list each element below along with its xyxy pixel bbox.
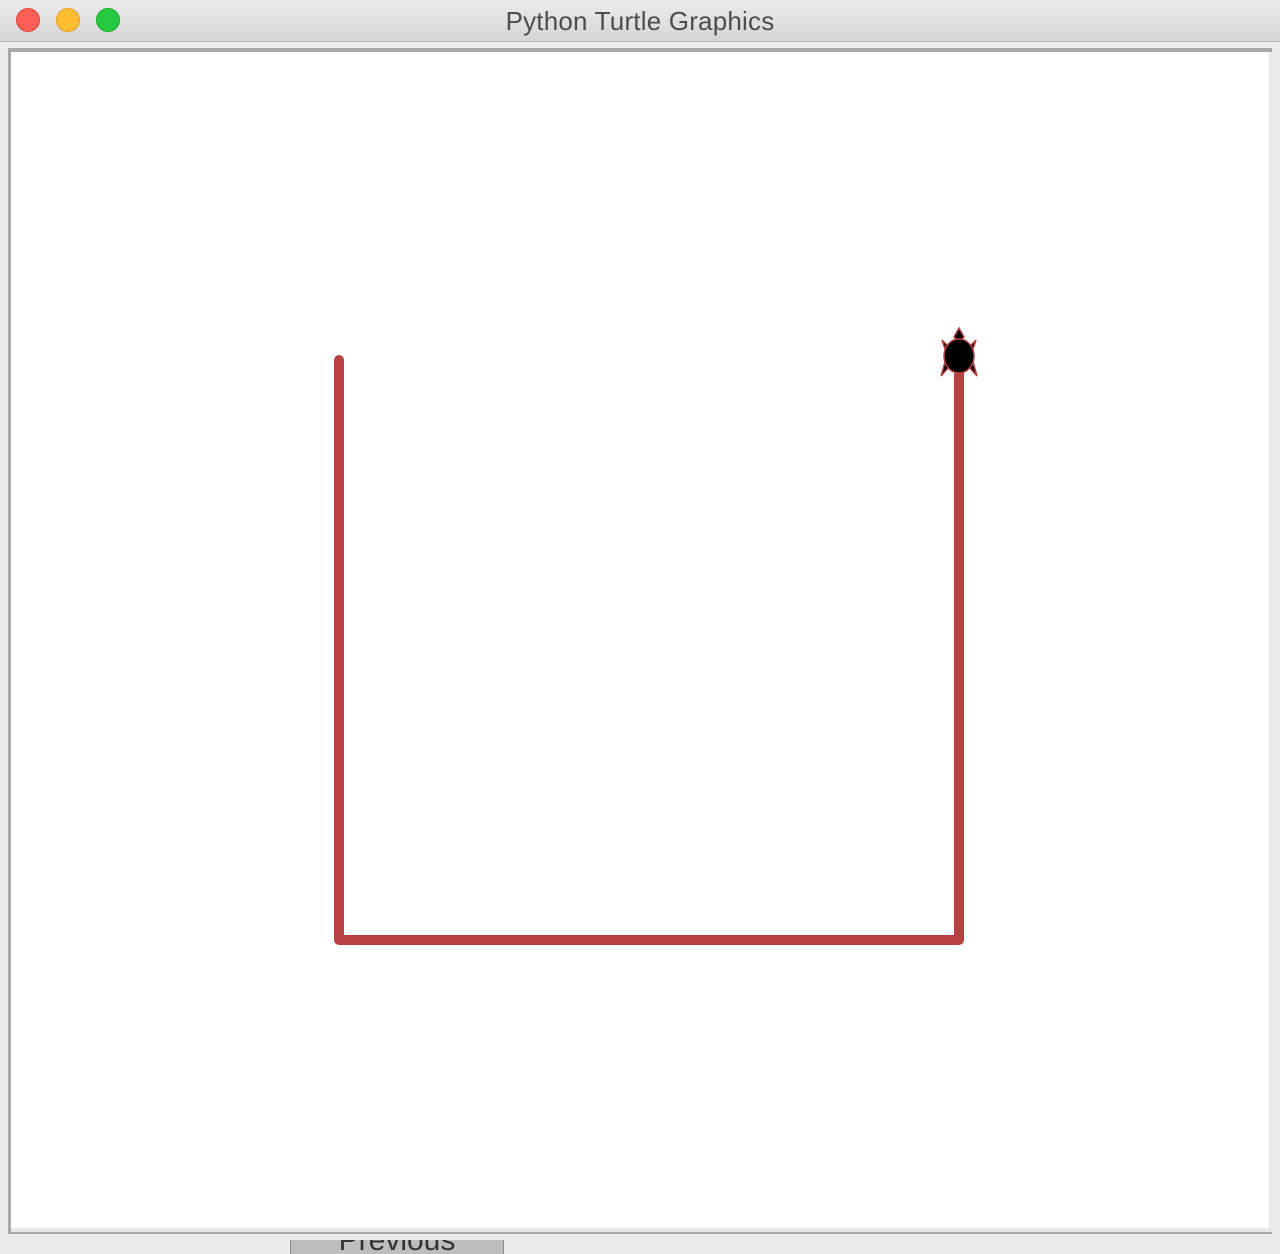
window-title: Python Turtle Graphics xyxy=(505,6,775,36)
maximize-button[interactable] xyxy=(96,8,120,32)
turtle-canvas[interactable] xyxy=(11,52,1272,1232)
background-window-tab: Previous xyxy=(290,1240,504,1254)
drawing-svg xyxy=(334,326,978,945)
canvas-frame xyxy=(8,48,1272,1234)
turtle-icon xyxy=(940,326,978,377)
minimize-button[interactable] xyxy=(56,8,80,32)
turtle-shell xyxy=(943,338,975,374)
title-bar[interactable]: Python Turtle Graphics xyxy=(0,0,1280,42)
close-button[interactable] xyxy=(16,8,40,32)
background-tab-label: Previous xyxy=(291,1240,503,1254)
pen-path xyxy=(334,355,964,945)
